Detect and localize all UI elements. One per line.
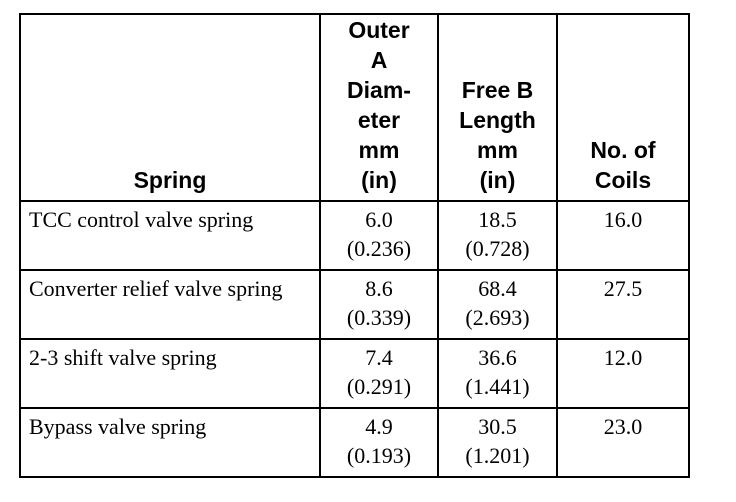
- spring-spec-table: Spring Outer A Diam- eter mm (in) Free B…: [19, 13, 690, 478]
- coil-count: 27.5: [556, 269, 690, 340]
- free-length-cell: 36.6 (1.441): [437, 338, 558, 409]
- outer-diameter-mm: 7.4: [365, 345, 393, 370]
- table-row: TCC control valve spring 6.0 (0.236) 18.…: [19, 200, 690, 271]
- header-spring: Spring: [19, 13, 321, 202]
- outer-diameter-in: (0.339): [346, 305, 412, 330]
- header-row: Spring Outer A Diam- eter mm (in) Free B…: [19, 13, 690, 202]
- outer-diameter-cell: 7.4 (0.291): [319, 338, 439, 409]
- outer-diameter-cell: 4.9 (0.193): [319, 407, 439, 478]
- free-length-cell: 30.5 (1.201): [437, 407, 558, 478]
- outer-diameter-in: (0.236): [346, 236, 412, 261]
- free-length-mm: 18.5: [478, 207, 517, 232]
- header-outer-diameter: Outer A Diam- eter mm (in): [319, 13, 439, 202]
- free-length-in: (1.201): [465, 443, 530, 468]
- outer-diameter-mm: 4.9: [365, 414, 393, 439]
- free-length-in: (2.693): [465, 305, 530, 330]
- free-length-mm: 30.5: [478, 414, 517, 439]
- spring-name: Bypass valve spring: [19, 407, 321, 478]
- table-row: Converter relief valve spring 8.6 (0.339…: [19, 269, 690, 340]
- outer-diameter-in: (0.291): [346, 374, 412, 399]
- outer-diameter-in: (0.193): [346, 443, 412, 468]
- coil-count: 12.0: [556, 338, 690, 409]
- outer-diameter-cell: 8.6 (0.339): [319, 269, 439, 340]
- spring-name: TCC control valve spring: [19, 200, 321, 271]
- outer-diameter-cell: 6.0 (0.236): [319, 200, 439, 271]
- outer-diameter-mm: 8.6: [365, 276, 393, 301]
- table-row: 2-3 shift valve spring 7.4 (0.291) 36.6 …: [19, 338, 690, 409]
- spring-name: 2-3 shift valve spring: [19, 338, 321, 409]
- coil-count: 23.0: [556, 407, 690, 478]
- header-free-length: Free B Length mm (in): [437, 13, 558, 202]
- free-length-in: (1.441): [465, 374, 530, 399]
- table-row: Bypass valve spring 4.9 (0.193) 30.5 (1.…: [19, 407, 690, 478]
- coil-count: 16.0: [556, 200, 690, 271]
- free-length-cell: 18.5 (0.728): [437, 200, 558, 271]
- free-length-in: (0.728): [465, 236, 530, 261]
- header-coils: No. of Coils: [556, 13, 690, 202]
- free-length-mm: 36.6: [478, 345, 517, 370]
- free-length-cell: 68.4 (2.693): [437, 269, 558, 340]
- spring-name: Converter relief valve spring: [19, 269, 321, 340]
- free-length-mm: 68.4: [478, 276, 517, 301]
- outer-diameter-mm: 6.0: [365, 207, 393, 232]
